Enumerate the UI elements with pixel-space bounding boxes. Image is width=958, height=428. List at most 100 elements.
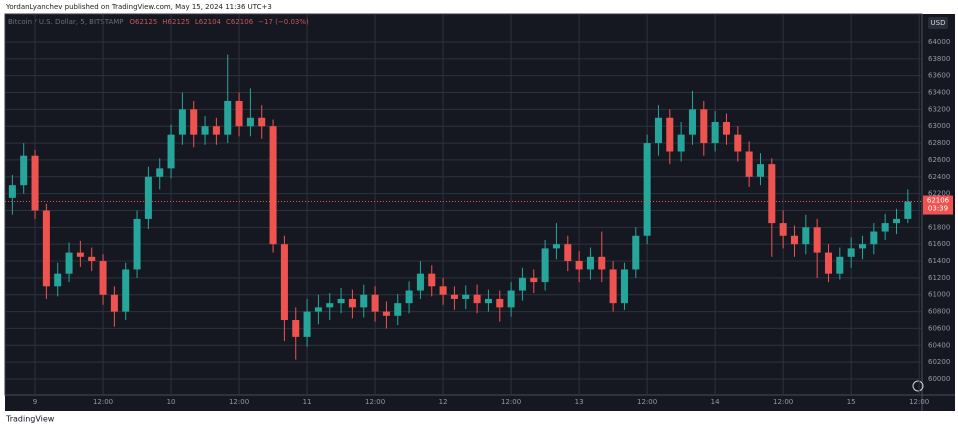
last-price-label: 62106 (927, 197, 950, 205)
candle-body (371, 294, 379, 312)
candle-body (507, 290, 515, 308)
candle-body (824, 252, 833, 274)
candle-body (904, 201, 912, 219)
candle-body (348, 298, 356, 308)
x-tick-label: 15 (847, 398, 856, 406)
candle-body (337, 298, 345, 304)
symbol-title: Bitcoin / U.S. Dollar, 5, BITSTAMP (8, 18, 124, 26)
currency-label: USD (931, 19, 946, 27)
candle-body (484, 298, 492, 304)
candle-body (269, 126, 277, 245)
y-tick-label: 61400 (928, 257, 950, 265)
candle-body (450, 294, 458, 299)
candle-body (734, 134, 742, 152)
publisher-line: YordanLyanchev published on TradingView.… (5, 3, 272, 11)
x-tick-label: 12:00 (909, 398, 929, 406)
candle-body (133, 218, 141, 270)
candle-body (405, 290, 413, 304)
y-tick-label: 60800 (928, 308, 950, 316)
candle-body (382, 311, 390, 316)
candle-body (224, 100, 232, 135)
candle-body (280, 244, 288, 321)
candle-body (65, 252, 73, 274)
candle-body (190, 109, 198, 135)
x-tick-label: 12:00 (93, 398, 113, 406)
x-tick-label: 12:00 (501, 398, 521, 406)
candle-body (428, 273, 436, 287)
candle-body (666, 117, 674, 152)
candle-body (632, 235, 640, 270)
candle-body (779, 223, 787, 236)
candle-body (541, 248, 549, 283)
brand-logo: TradingView (5, 415, 55, 424)
candle-body (99, 261, 107, 295)
candle-body (813, 227, 821, 253)
y-tick-label: 63400 (928, 89, 950, 97)
candle-body (802, 227, 810, 245)
candle-body (620, 269, 628, 304)
y-tick-label: 60400 (928, 341, 950, 349)
ohlc-value: −17 (−0.03%) (258, 18, 309, 26)
candle-body (643, 143, 651, 236)
x-tick-label: 12:00 (229, 398, 249, 406)
candle-body (462, 294, 470, 299)
y-tick-label: 61200 (928, 274, 950, 282)
candle-body (246, 117, 254, 127)
candle-body (654, 117, 662, 144)
settings-icon[interactable] (912, 380, 924, 392)
candle-body (677, 134, 685, 152)
y-tick-label: 60000 (928, 375, 950, 383)
candle-body (756, 164, 764, 177)
candle-body (144, 176, 152, 219)
x-tick-label: 12:00 (773, 398, 793, 406)
candle-body (496, 298, 504, 308)
candle-body (790, 235, 798, 245)
candle-body (42, 210, 50, 287)
candle-body (110, 294, 118, 312)
ohlc-value: H62125 (162, 18, 190, 26)
x-tick-label: 12:00 (637, 398, 657, 406)
candle-body (598, 256, 606, 270)
candle-body (201, 126, 209, 135)
candle-body (439, 286, 447, 295)
candle-body (178, 109, 186, 135)
candle-body (847, 248, 855, 257)
y-tick-label: 63600 (928, 72, 950, 80)
candle-body (20, 155, 28, 186)
y-tick-label: 60600 (928, 324, 950, 332)
candle-body (235, 100, 243, 127)
candle-body (870, 231, 878, 245)
y-tick-label: 61800 (928, 223, 950, 231)
candle-body (360, 294, 368, 308)
y-tick-label: 61600 (928, 240, 950, 248)
candle-body (609, 269, 617, 304)
candle-body (700, 109, 708, 144)
candle-body (564, 244, 572, 262)
candle-body (156, 168, 164, 177)
y-tick-label: 62600 (928, 156, 950, 164)
candle-body (586, 256, 594, 270)
candle-body (292, 320, 300, 337)
y-tick-label: 62200 (928, 190, 950, 198)
x-tick-label: 13 (575, 398, 584, 406)
candle-body (473, 294, 481, 304)
candle-body (258, 117, 266, 127)
y-tick-label: 63200 (928, 105, 950, 113)
candle-body (212, 126, 220, 135)
y-tick-label: 63000 (928, 122, 950, 130)
ohlc-value: O62125 (130, 18, 158, 26)
candle-body (688, 109, 696, 135)
candle-body (314, 307, 322, 312)
y-tick-label: 62800 (928, 139, 950, 147)
ohlc-value: C62106 (226, 18, 254, 26)
candle-body (8, 185, 16, 198)
y-tick-label: 60200 (928, 358, 950, 366)
candle-body (722, 122, 730, 135)
x-tick-label: 9 (33, 398, 37, 406)
candle-body (167, 134, 175, 169)
last-price-box (923, 195, 953, 215)
candle-body (88, 256, 96, 262)
y-tick-label: 63800 (928, 55, 950, 63)
